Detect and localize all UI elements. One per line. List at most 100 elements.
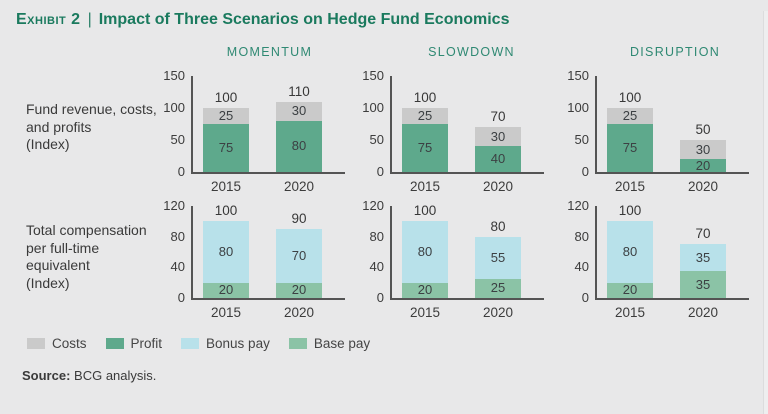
scenario-header-slowdown: SLOWDOWN xyxy=(428,45,515,59)
x-axis-label: 2015 xyxy=(409,179,441,194)
chart-revenue-momentum: 150 100 50 0 100 25 75 110 30 80 2015 2020 xyxy=(158,61,357,194)
row-label-revenue: Fund revenue, costs, and profits (Index) xyxy=(0,61,158,194)
bar-segment-profit: 20 xyxy=(680,159,726,172)
bar-segment-bonus-pay: 70 xyxy=(276,229,322,283)
stacked-bar-2020: 70 30 40 xyxy=(475,76,521,172)
legend-swatch-base-pay xyxy=(288,338,307,349)
bar-segment-bonus-pay: 80 xyxy=(203,221,249,283)
row-label-line: Fund revenue, costs, xyxy=(26,101,157,118)
chart-compensation-momentum: 120 80 40 0 100 80 20 90 70 20 2015 2020 xyxy=(158,194,357,320)
bar-total-label: 90 xyxy=(291,211,307,227)
stacked-bar-2015: 100 25 75 xyxy=(607,76,653,172)
y-axis-tick: 0 xyxy=(177,290,185,305)
row-label-line: Total compensation xyxy=(26,222,147,238)
legend-swatch-bonus-pay xyxy=(181,338,200,349)
x-axis: 2015 2020 xyxy=(158,305,357,320)
stacked-bar-2020: 90 70 20 xyxy=(276,206,322,298)
legend-swatch-costs xyxy=(27,338,45,349)
bar-segment-costs: 25 xyxy=(203,108,249,124)
legend-label: Profit xyxy=(130,336,163,351)
y-axis-tick: 120 xyxy=(163,198,185,213)
legend-label: Bonus pay xyxy=(206,336,270,351)
bar-segment-base-pay: 35 xyxy=(680,271,726,298)
row-label-compensation: Total compensation per full-time equival… xyxy=(0,194,158,320)
legend-label: Costs xyxy=(52,336,87,351)
x-axis-label: 2020 xyxy=(482,179,514,194)
bar-segment-costs: 30 xyxy=(475,127,521,147)
legend-item-costs: Costs xyxy=(27,336,87,351)
bars-group: 100 25 75 50 30 20 xyxy=(597,76,749,172)
source-line: Source: BCG analysis. xyxy=(22,368,768,383)
y-axis: 120 80 40 0 xyxy=(562,199,595,305)
bar-segment-bonus-pay: 80 xyxy=(607,221,653,283)
stacked-bar-2015: 100 25 75 xyxy=(203,76,249,172)
title-separator: | xyxy=(87,11,92,28)
bar-total-label: 100 xyxy=(618,203,642,219)
row-label-line: per full-time equivalent xyxy=(26,239,100,274)
bar-segment-base-pay: 20 xyxy=(276,282,322,298)
x-axis: 2015 2020 xyxy=(158,179,357,194)
chart-compensation-disruption: 120 80 40 0 100 80 20 70 35 35 2015 2020 xyxy=(562,194,764,320)
bar-segment-costs: 25 xyxy=(402,108,448,124)
bar-segment-profit: 75 xyxy=(607,124,653,172)
y-axis-tick: 0 xyxy=(581,290,589,305)
scrollbar[interactable] xyxy=(763,11,768,414)
y-axis: 150 100 50 0 xyxy=(357,69,390,179)
x-axis: 2015 2020 xyxy=(562,179,764,194)
bar-total-label: 100 xyxy=(413,203,437,219)
bar-total-label: 70 xyxy=(490,109,506,125)
bars-group: 100 80 20 80 55 25 xyxy=(392,203,544,298)
row-label-line: (Index) xyxy=(26,136,70,153)
y-axis: 120 80 40 0 xyxy=(158,199,191,305)
bar-segment-costs: 30 xyxy=(680,140,726,160)
y-axis-tick: 150 xyxy=(567,68,589,83)
x-axis-label: 2020 xyxy=(687,305,719,320)
y-axis: 150 100 50 0 xyxy=(562,69,595,179)
y-axis-tick: 50 xyxy=(574,132,589,147)
plot-area: 100 80 20 70 35 35 xyxy=(595,203,749,300)
stacked-bar-2020: 110 30 80 xyxy=(276,76,322,172)
plot-area: 100 80 20 90 70 20 xyxy=(191,203,345,300)
y-axis-tick: 100 xyxy=(163,100,185,115)
legend-item-base-pay: Base pay xyxy=(288,336,370,351)
row-label-line: (Index) xyxy=(26,274,70,291)
x-axis-label: 2020 xyxy=(687,179,719,194)
bar-segment-bonus-pay: 80 xyxy=(402,221,448,283)
stacked-bar-2020: 70 35 35 xyxy=(680,206,726,298)
y-axis-tick: 40 xyxy=(369,259,384,275)
plot-area: 100 25 75 50 30 20 xyxy=(595,76,749,174)
bar-total-label: 100 xyxy=(214,90,238,105)
y-axis-tick: 0 xyxy=(177,164,185,179)
y-axis: 120 80 40 0 xyxy=(357,199,390,305)
y-axis-tick: 100 xyxy=(567,100,589,115)
bar-segment-costs: 30 xyxy=(276,101,322,121)
y-axis-tick: 40 xyxy=(574,259,589,275)
stacked-bar-2015: 100 25 75 xyxy=(402,76,448,172)
x-axis-label: 2015 xyxy=(210,305,242,320)
y-axis-tick: 50 xyxy=(369,132,384,147)
scenario-header-disruption: DISRUPTION xyxy=(629,45,721,59)
bar-segment-profit: 40 xyxy=(475,146,521,172)
y-axis-tick: 120 xyxy=(567,198,589,213)
y-axis-tick: 80 xyxy=(369,228,384,244)
legend-item-bonus-pay: Bonus pay xyxy=(181,336,270,351)
bar-total-label: 50 xyxy=(695,122,711,138)
bar-segment-base-pay: 20 xyxy=(402,282,448,298)
header-spacer xyxy=(0,45,158,61)
stacked-bar-2015: 100 80 20 xyxy=(607,203,653,298)
y-axis-tick: 100 xyxy=(362,100,384,115)
bar-total-label: 70 xyxy=(695,226,711,242)
bar-segment-costs: 25 xyxy=(607,108,653,124)
legend-item-profit: Profit xyxy=(105,336,163,351)
source-label: Source: xyxy=(22,368,71,383)
stacked-bar-2020: 50 30 20 xyxy=(680,76,726,172)
page-title: Impact of Three Scenarios on Hedge Fund … xyxy=(98,11,510,28)
y-axis-tick: 120 xyxy=(362,198,384,213)
bar-segment-base-pay: 20 xyxy=(203,282,249,298)
x-axis-label: 2020 xyxy=(283,305,315,320)
chart-revenue-disruption: 150 100 50 0 100 25 75 50 30 20 2015 2020 xyxy=(562,61,764,194)
stacked-bar-2015: 100 80 20 xyxy=(402,203,448,298)
bar-segment-profit: 75 xyxy=(203,124,249,172)
bar-segment-bonus-pay: 35 xyxy=(680,244,726,272)
x-axis-label: 2015 xyxy=(409,305,441,320)
